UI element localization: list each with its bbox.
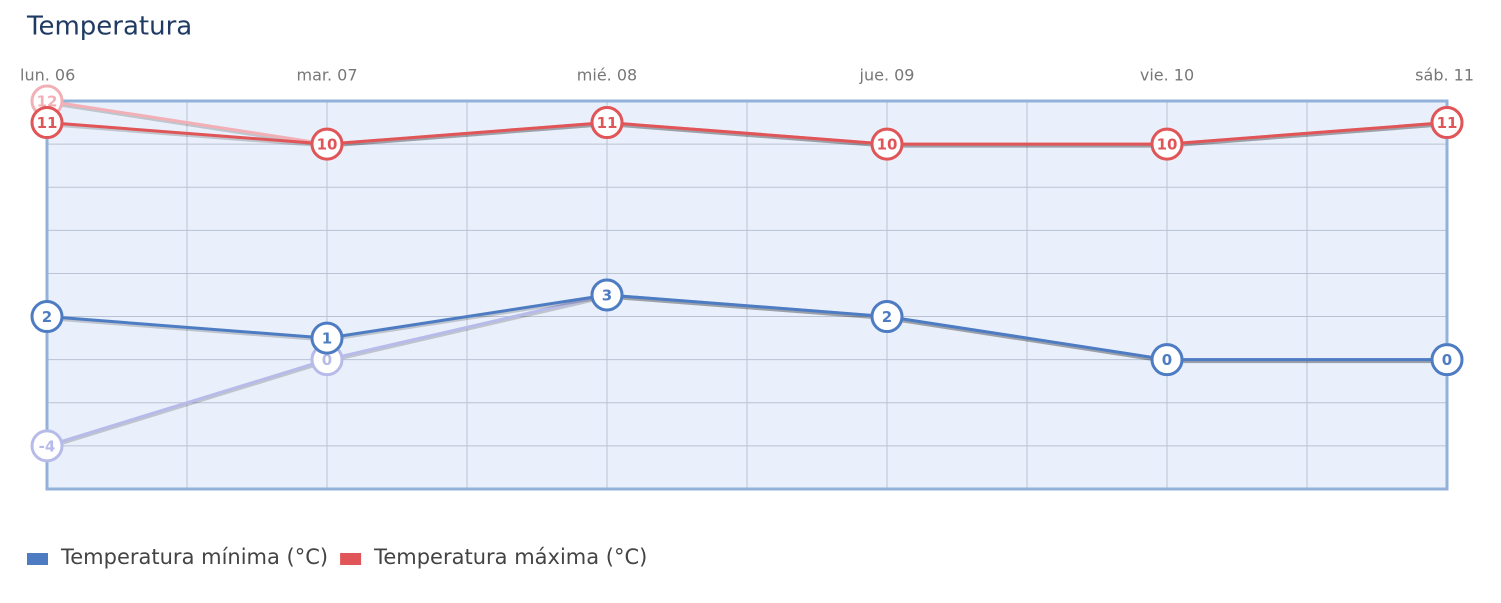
data-label: 12 — [37, 93, 58, 111]
point-marker — [870, 127, 904, 161]
point-marker — [310, 127, 344, 161]
data-label: 0 — [1162, 351, 1172, 369]
legend-swatch — [340, 553, 362, 565]
point-marker — [590, 278, 624, 312]
x-tick-label: mié. 08 — [577, 66, 637, 85]
data-label: 0 — [1442, 351, 1452, 369]
point-marker — [30, 300, 64, 334]
x-tick-label: mar. 07 — [296, 66, 357, 85]
data-label: 2 — [42, 308, 52, 326]
data-label: 10 — [317, 136, 338, 154]
point-marker — [1430, 106, 1464, 140]
line — [46, 121, 1448, 146]
line-shadow — [46, 101, 1448, 148]
point-marker — [870, 300, 904, 334]
legend-swatch — [27, 553, 48, 565]
data-label: 11 — [1437, 114, 1458, 132]
data-label: 11 — [37, 114, 58, 132]
x-tick-label: sáb. 11 — [1415, 66, 1474, 85]
x-tick-label: vie. 10 — [1140, 66, 1194, 85]
data-label: 11 — [597, 114, 618, 132]
point-marker — [1150, 343, 1184, 377]
line-shadow — [46, 295, 1447, 364]
point-marker — [30, 429, 64, 463]
legend-label: Temperatura mínima (°C) — [60, 545, 328, 569]
data-label: 10 — [877, 136, 898, 154]
series: 11 10 11 10 10 11 — [30, 106, 1464, 161]
plot-border — [45, 99, 1449, 491]
chart-title: Temperatura — [26, 12, 192, 42]
x-tick-label: lun. 06 — [20, 66, 75, 85]
point-marker — [30, 106, 64, 140]
legend-label: Temperatura máxima (°C) — [373, 545, 647, 569]
series: 2 1 3 2 0 0 — [30, 278, 1464, 377]
line-shadow — [46, 123, 1448, 148]
point-marker — [1430, 343, 1464, 377]
data-label: 10 — [1157, 136, 1178, 154]
x-tick-label: jue. 09 — [859, 66, 915, 85]
point-marker — [1150, 127, 1184, 161]
data-label: 0 — [322, 351, 332, 369]
line-shadow — [46, 295, 1447, 450]
data-label: 3 — [602, 287, 612, 305]
point-marker — [590, 106, 624, 140]
data-label: -4 — [39, 437, 56, 455]
data-label: 2 — [882, 308, 892, 326]
data-label: 1 — [322, 330, 332, 348]
point-marker — [310, 321, 344, 355]
line — [46, 293, 1447, 362]
